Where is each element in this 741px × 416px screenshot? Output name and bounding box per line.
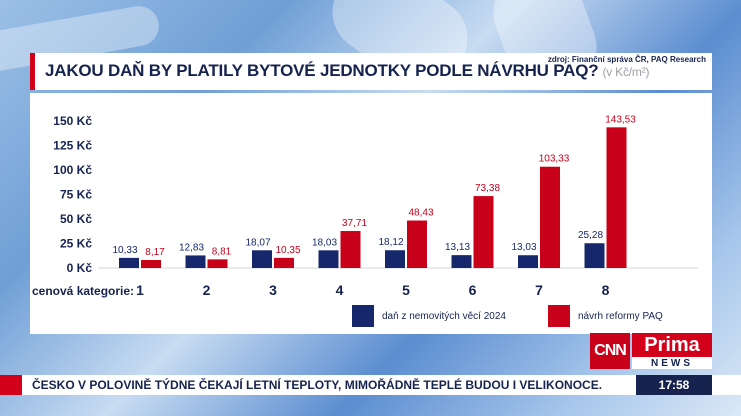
news-logo: NEWS: [632, 357, 712, 369]
data-label-paq: 8,81: [212, 246, 232, 257]
data-label-2024: 18,12: [378, 237, 403, 248]
y-tick-label: 150 Kč: [53, 114, 92, 128]
bar-paq: [407, 220, 427, 268]
bar-paq: [606, 127, 627, 268]
x-axis-label: cenová kategorie:: [32, 284, 134, 298]
data-label-2024: 13,13: [445, 242, 470, 253]
bar-chart: 0 Kč 25 Kč 50 Kč 75 Kč 100 Kč 125 Kč 150 Kč cen…: [32, 114, 698, 298]
bar-2024: [451, 255, 472, 268]
source-note: zdroj: Finanční správa ČR, PAQ Research: [547, 55, 706, 64]
clock: 17:58: [636, 375, 712, 395]
ticker-text: ČESKO V POLOVINĚ TÝDNE ČEKAJÍ LETNÍ TEPL…: [32, 378, 603, 392]
bar-paq: [540, 166, 560, 268]
data-label-2024: 12,83: [179, 242, 204, 253]
title-bar: JAKOU DAŇ BY PLATILY BYTOVÉ JEDNOTKY POD…: [30, 53, 712, 90]
data-label-2024: 18,07: [245, 237, 270, 248]
bar-paq: [207, 259, 228, 268]
prima-logo: Prima: [632, 333, 712, 357]
bar-2024: [119, 257, 139, 268]
category-label: 2: [203, 282, 211, 298]
bar-paq: [274, 257, 294, 268]
data-label-paq: 103,33: [539, 154, 570, 165]
category-label: 6: [469, 282, 477, 298]
y-tick-label: 50 Kč: [60, 212, 92, 226]
data-label-2024: 10,33: [112, 245, 137, 256]
ticker-accent: [0, 375, 22, 395]
cnn-logo: CNN: [590, 333, 630, 369]
data-label-2024: 25,28: [578, 230, 603, 241]
category-label: 8: [602, 282, 610, 298]
legend-swatch-paq: [548, 305, 570, 327]
data-label-2024: 18,03: [312, 237, 337, 248]
legend-label-2024: daň z nemovitých věcí 2024: [382, 310, 506, 322]
y-tick-label: 125 Kč: [53, 139, 92, 153]
data-label-2024: 13,03: [511, 242, 536, 253]
data-label-paq: 143,53: [605, 114, 636, 125]
category-label: 3: [269, 282, 277, 298]
category-label: 5: [402, 282, 410, 298]
y-tick-label: 0 Kč: [67, 261, 93, 275]
chart-panel: 0 Kč 25 Kč 50 Kč 75 Kč 100 Kč 125 Kč 150 Kč cen…: [30, 93, 712, 334]
y-tick-label: 100 Kč: [53, 163, 92, 177]
legend-item-paq: návrh reformy PAQ: [548, 305, 663, 327]
bar-paq: [141, 259, 161, 268]
news-ticker: ČESKO V POLOVINĚ TÝDNE ČEKAJÍ LETNÍ TEPL…: [0, 375, 741, 395]
chart-title: JAKOU DAŇ BY PLATILY BYTOVÉ JEDNOTKY POD…: [45, 61, 649, 81]
y-tick-label: 75 Kč: [60, 188, 92, 202]
data-label-paq: 48,43: [408, 208, 433, 219]
bar-2024: [252, 250, 272, 268]
data-label-paq: 10,35: [275, 245, 300, 256]
bar-2024: [584, 243, 605, 268]
y-tick-label: 25 Kč: [60, 237, 92, 251]
chart-unit: (v Kč/m²): [602, 65, 650, 79]
bar-paq: [473, 196, 494, 268]
category-label: 1: [136, 282, 144, 298]
bar-2024: [318, 250, 339, 268]
category-label: 4: [336, 282, 344, 298]
chart-title-text: JAKOU DAŇ BY PLATILY BYTOVÉ JEDNOTKY POD…: [45, 61, 599, 80]
data-label-paq: 73,38: [475, 183, 500, 194]
legend-item-2024: daň z nemovitých věcí 2024: [352, 305, 506, 327]
bar-paq: [340, 231, 361, 268]
legend-label-paq: návrh reformy PAQ: [578, 310, 663, 322]
category-label: 7: [535, 282, 543, 298]
data-label-paq: 8,17: [145, 247, 165, 258]
data-label-paq: 37,71: [342, 218, 367, 229]
bar-2024: [185, 255, 206, 268]
legend-swatch-2024: [352, 305, 374, 327]
bar-2024: [385, 250, 405, 268]
bar-2024: [518, 255, 538, 268]
